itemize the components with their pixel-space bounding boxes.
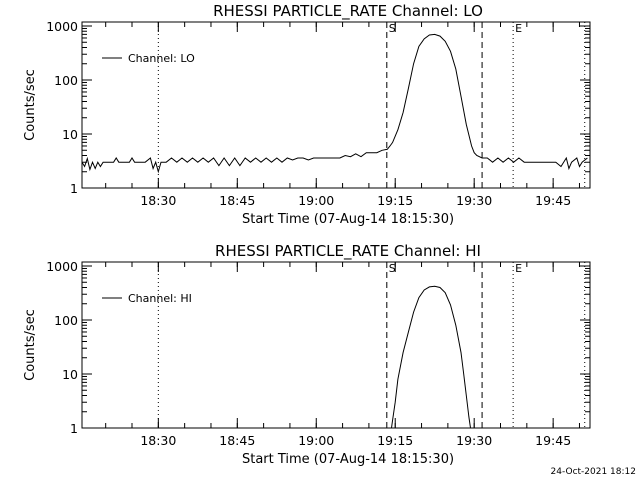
chart-panel-1: RHESSI PARTICLE_RATE Channel: LO Counts/s…: [23, 2, 591, 227]
x-tick-label: 18:45: [219, 193, 255, 208]
plot-frame: [81, 21, 591, 189]
legend-label: Channel: LO: [128, 52, 195, 65]
x-tick-label: 19:45: [535, 193, 571, 208]
x-tick-label: 19:30: [456, 193, 492, 208]
x-tick-label: 19:15: [377, 193, 413, 208]
chart-title: RHESSI PARTICLE_RATE Channel: LO: [213, 2, 483, 21]
series-line-1: [82, 33, 588, 174]
y-tick-label: 100: [54, 73, 78, 88]
x-axis-label: Start Time (07-Aug-14 18:15:30): [242, 452, 454, 467]
x-tick-label: 18:30: [140, 433, 176, 448]
x-tick-label: 19:30: [456, 433, 492, 448]
y-axis-label: Counts/sec: [23, 309, 38, 381]
series-line-1: [391, 285, 471, 428]
y-tick-label: 1: [70, 421, 78, 436]
x-tick-label: 19:00: [298, 433, 334, 448]
x-axis-label: Start Time (07-Aug-14 18:15:30): [242, 212, 454, 227]
y-tick-label: 1000: [46, 19, 78, 34]
marker-label: S: [389, 262, 396, 275]
chart-panel-2: RHESSI PARTICLE_RATE Channel: HI Counts/s…: [23, 242, 591, 467]
y-tick-label: 10: [62, 367, 78, 382]
marker-label: S: [389, 22, 396, 35]
y-tick-label: 1: [70, 181, 78, 196]
x-tick-label: 19:00: [298, 193, 334, 208]
x-tick-label: 18:45: [219, 433, 255, 448]
x-tick-label: 19:15: [377, 433, 413, 448]
y-tick-label: 1000: [46, 259, 78, 274]
marker-label: E: [515, 22, 522, 35]
y-tick-label: 100: [54, 313, 78, 328]
y-axis-label: Counts/sec: [23, 69, 38, 141]
marker-label: E: [515, 262, 522, 275]
chart-title: RHESSI PARTICLE_RATE Channel: HI: [215, 242, 481, 261]
plot-frame: [81, 261, 591, 429]
legend-label: Channel: HI: [128, 292, 192, 305]
x-tick-label: 19:45: [535, 433, 571, 448]
y-tick-label: 10: [62, 127, 78, 142]
x-tick-label: 18:30: [140, 193, 176, 208]
timestamp-label: 24-Oct-2021 18:12: [551, 467, 636, 477]
